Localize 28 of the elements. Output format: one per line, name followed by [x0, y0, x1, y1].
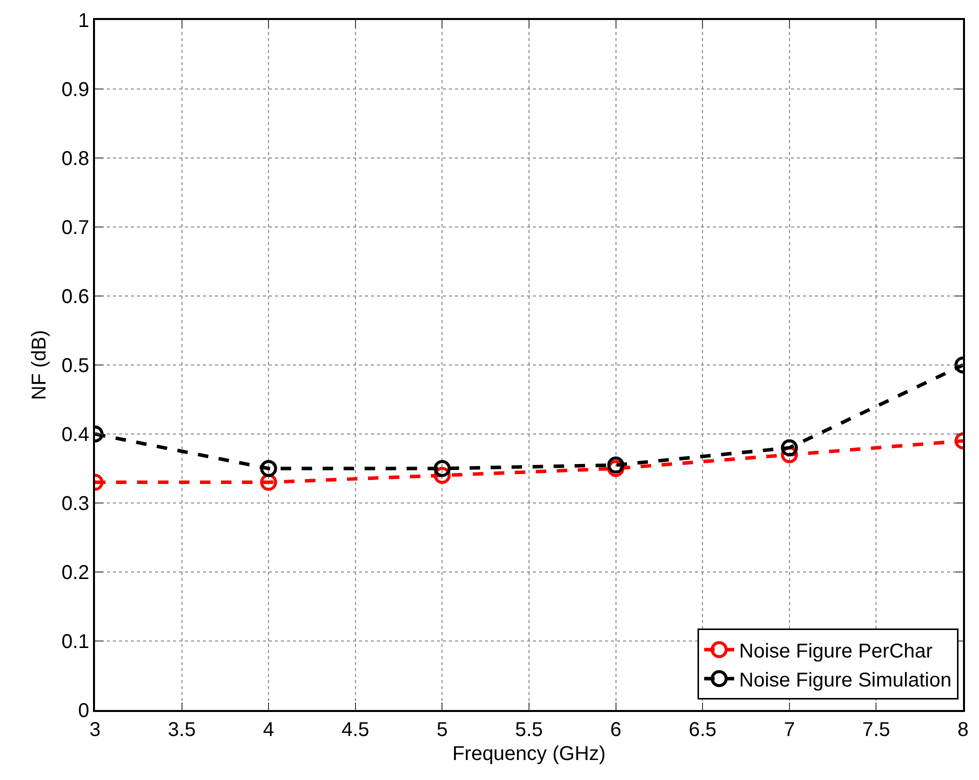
- y-axis-title: NF (dB): [28, 330, 50, 400]
- y-tick-label: 0.1: [61, 631, 90, 653]
- point: [434, 460, 451, 477]
- x-tick-label: 5: [436, 718, 448, 741]
- x-tick-label: 4.5: [341, 718, 370, 741]
- legend-label: Noise Figure PerChar: [739, 640, 933, 662]
- x-tick-label: 7: [784, 718, 795, 741]
- x-axis-title: Frequency (GHz): [452, 742, 606, 765]
- y-tick-label: 0: [78, 700, 90, 722]
- y-tick-label: 0.3: [61, 493, 90, 515]
- legend-label: Noise Figure Simulation: [739, 669, 952, 692]
- y-tick-label: 0.8: [61, 148, 90, 170]
- x-tick-label: 5.5: [515, 718, 543, 741]
- x-tick-label: 4: [263, 718, 274, 741]
- x-tick-label: 3.5: [168, 718, 196, 741]
- x-tick-label: 8: [957, 718, 969, 741]
- x-tick-label: 6.5: [688, 718, 717, 741]
- point: [607, 456, 624, 474]
- y-tick-label: 0.4: [61, 424, 90, 446]
- y-tick-label: 1: [78, 10, 90, 32]
- x-tick-label: 7.5: [862, 718, 890, 741]
- x-tick-label: 3: [89, 718, 101, 741]
- x-tick-label: 6: [610, 718, 622, 741]
- y-tick-label: 0.6: [61, 286, 90, 308]
- y-tick-label: 0.9: [61, 79, 90, 101]
- y-tick-label: 0.7: [61, 217, 90, 239]
- y-tick-label: 0.5: [61, 355, 90, 377]
- y-tick-label: 0.2: [61, 562, 90, 584]
